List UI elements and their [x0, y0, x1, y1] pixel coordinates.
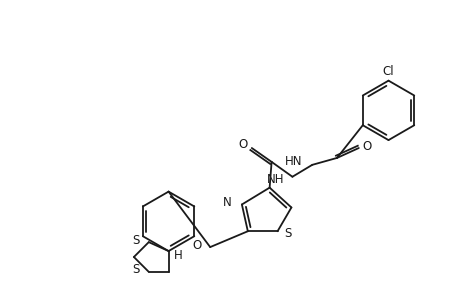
Text: H: H: [174, 248, 183, 262]
Text: S: S: [283, 227, 291, 240]
Text: N: N: [223, 196, 231, 209]
Text: Cl: Cl: [382, 65, 393, 78]
Text: S: S: [132, 234, 140, 247]
Text: O: O: [191, 238, 201, 252]
Text: O: O: [361, 140, 370, 152]
Text: O: O: [238, 138, 247, 151]
Text: HN: HN: [284, 155, 302, 168]
Text: NH: NH: [266, 173, 284, 186]
Text: S: S: [132, 263, 140, 276]
